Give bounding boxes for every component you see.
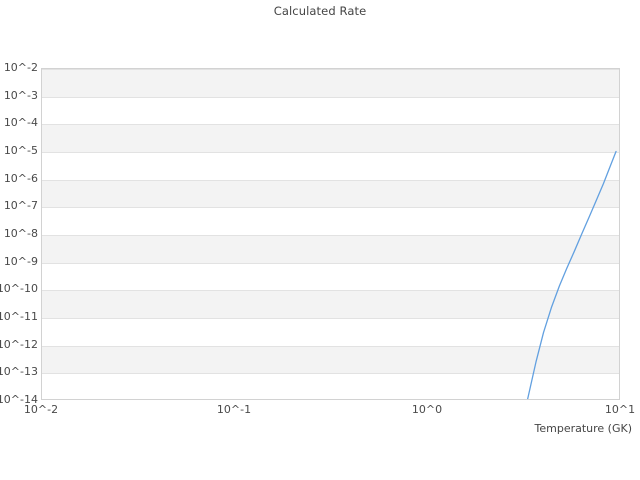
x-axis-tick-label: 10^1: [604, 403, 636, 416]
plot-band: [42, 179, 619, 208]
series-line-calculated-rate: [528, 152, 616, 400]
y-axis-tick-label: 10^-6: [3, 171, 38, 185]
plot-band: [42, 235, 619, 263]
y-axis-tick-label: 10^-5: [3, 144, 38, 157]
gridline-horizontal: [42, 346, 619, 347]
y-axis-tick-label: 10^-13: [0, 365, 38, 379]
gridline-horizontal: [42, 97, 619, 98]
gridline-horizontal: [42, 180, 619, 181]
gridline-horizontal: [42, 152, 619, 153]
gridline-horizontal: [42, 263, 619, 264]
plot-band: [42, 69, 619, 97]
x-axis-tick-label: 10^0: [411, 403, 443, 416]
chart-title: Calculated Rate: [273, 4, 367, 18]
x-axis-tick-label: 10^-1: [216, 403, 252, 416]
plot-area: [41, 68, 620, 400]
series-layer: [42, 69, 619, 399]
y-axis-tick-label: 10^-3: [3, 88, 38, 102]
x-axis-tick-label: 10^-2: [23, 403, 59, 416]
plot-band: [42, 124, 619, 152]
y-axis-tick-label: 10^-4: [3, 116, 38, 130]
y-axis-tick-label: 10^-12: [0, 337, 38, 351]
y-axis-tick-labels: 10^-2 10^-3 10^-4 10^-5 10^-6 10^-7 10^-8 10^-9…: [0, 61, 38, 406]
y-axis-tick-label: 10^-11: [0, 310, 38, 323]
y-axis-tick-label: 10^-8: [3, 227, 38, 240]
y-axis-tick-label: 10^-2: [3, 61, 38, 74]
plot-band: [42, 345, 619, 374]
gridline-horizontal: [42, 290, 619, 291]
y-axis-tick-label: 10^-10: [0, 282, 38, 296]
x-axis-tick-labels: 10^-2 10^-1 10^0 10^1: [0, 403, 640, 421]
gridline-horizontal: [42, 373, 619, 374]
gridline-horizontal: [42, 69, 619, 70]
y-axis-tick-label: 10^-9: [3, 254, 38, 268]
gridline-horizontal: [42, 124, 619, 125]
gridline-horizontal: [42, 235, 619, 236]
gridline-horizontal: [42, 207, 619, 208]
x-axis-title: Temperature (GK): [534, 422, 633, 435]
gridline-horizontal: [42, 318, 619, 319]
y-axis-tick-label: 10^-14: [0, 393, 38, 406]
plot-band: [42, 290, 619, 318]
y-axis-tick-label: 10^-7: [3, 199, 38, 213]
